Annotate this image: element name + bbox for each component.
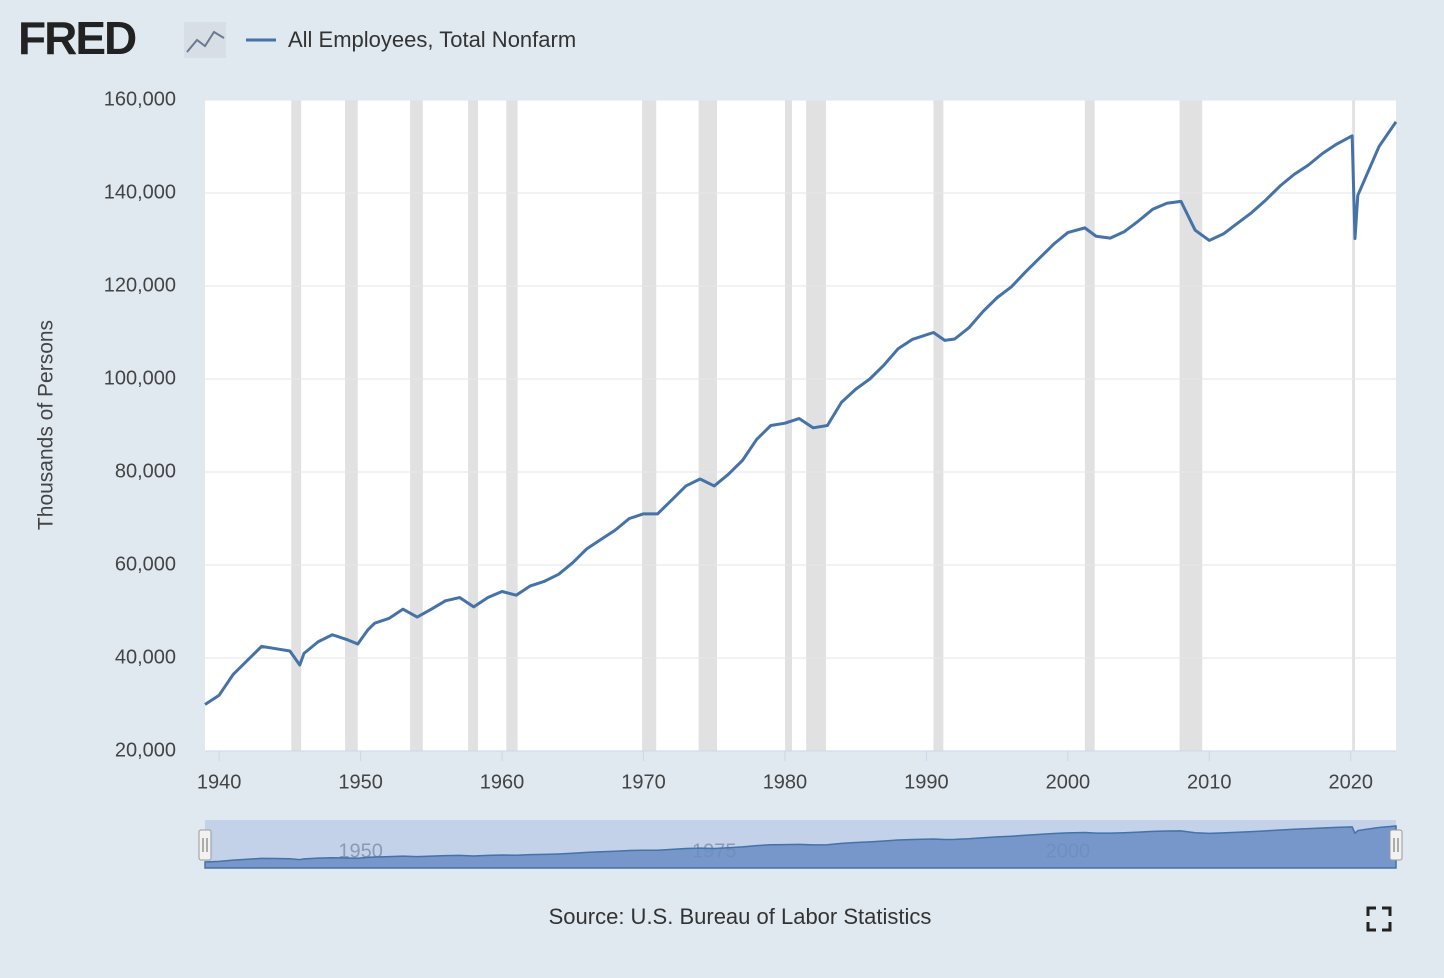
x-tick-label: 1960 [480,771,525,793]
legend-label: All Employees, Total Nonfarm [288,27,576,52]
x-tick-label: 2010 [1187,771,1232,793]
plot-area [205,100,1396,751]
recession-band [784,100,793,751]
series-line [204,121,1398,706]
recession-band [468,100,478,751]
recession-band [1179,100,1203,751]
y-tick-label: 60,000 [115,553,176,575]
x-tick-label: 1990 [904,771,949,793]
fullscreen-button[interactable] [1366,906,1392,932]
x-tick-label: 2020 [1328,771,1373,793]
recession-band [933,100,944,751]
y-axis-label: Thousands of Persons [35,320,58,530]
recession-band [642,100,657,751]
recession-band [806,100,826,751]
recession-band [291,100,302,751]
logo-icon [184,22,226,58]
y-tick-label: 120,000 [104,274,176,296]
x-tick-label: 1970 [621,771,666,793]
y-tick-label: 80,000 [115,460,176,482]
recession-band [345,100,358,751]
y-tick-label: 100,000 [104,367,176,389]
recession-band [698,100,718,751]
navigator-handle[interactable] [1389,829,1403,861]
recession-band [1084,100,1095,751]
handle-grip [1393,838,1399,852]
x-tick-label: 1950 [338,771,383,793]
x-tick-label: 1940 [197,771,242,793]
recession-band [1352,100,1355,751]
y-tick-label: 140,000 [104,181,176,203]
logo: FRED [18,12,136,64]
y-tick-label: 20,000 [115,739,176,761]
y-tick-label: 160,000 [104,88,176,110]
handle-body [1389,829,1403,861]
recession-band [506,100,518,751]
recession-band [410,100,423,751]
x-tick-label: 2000 [1046,771,1091,793]
navigator-area [204,825,1397,869]
handle-body [198,829,212,861]
handle-grip [202,838,208,852]
x-tick-label: 1980 [763,771,808,793]
source-note: Source: U.S. Bureau of Labor Statistics [549,904,932,929]
y-tick-label: 40,000 [115,646,176,668]
navigator-handle[interactable] [198,829,212,861]
